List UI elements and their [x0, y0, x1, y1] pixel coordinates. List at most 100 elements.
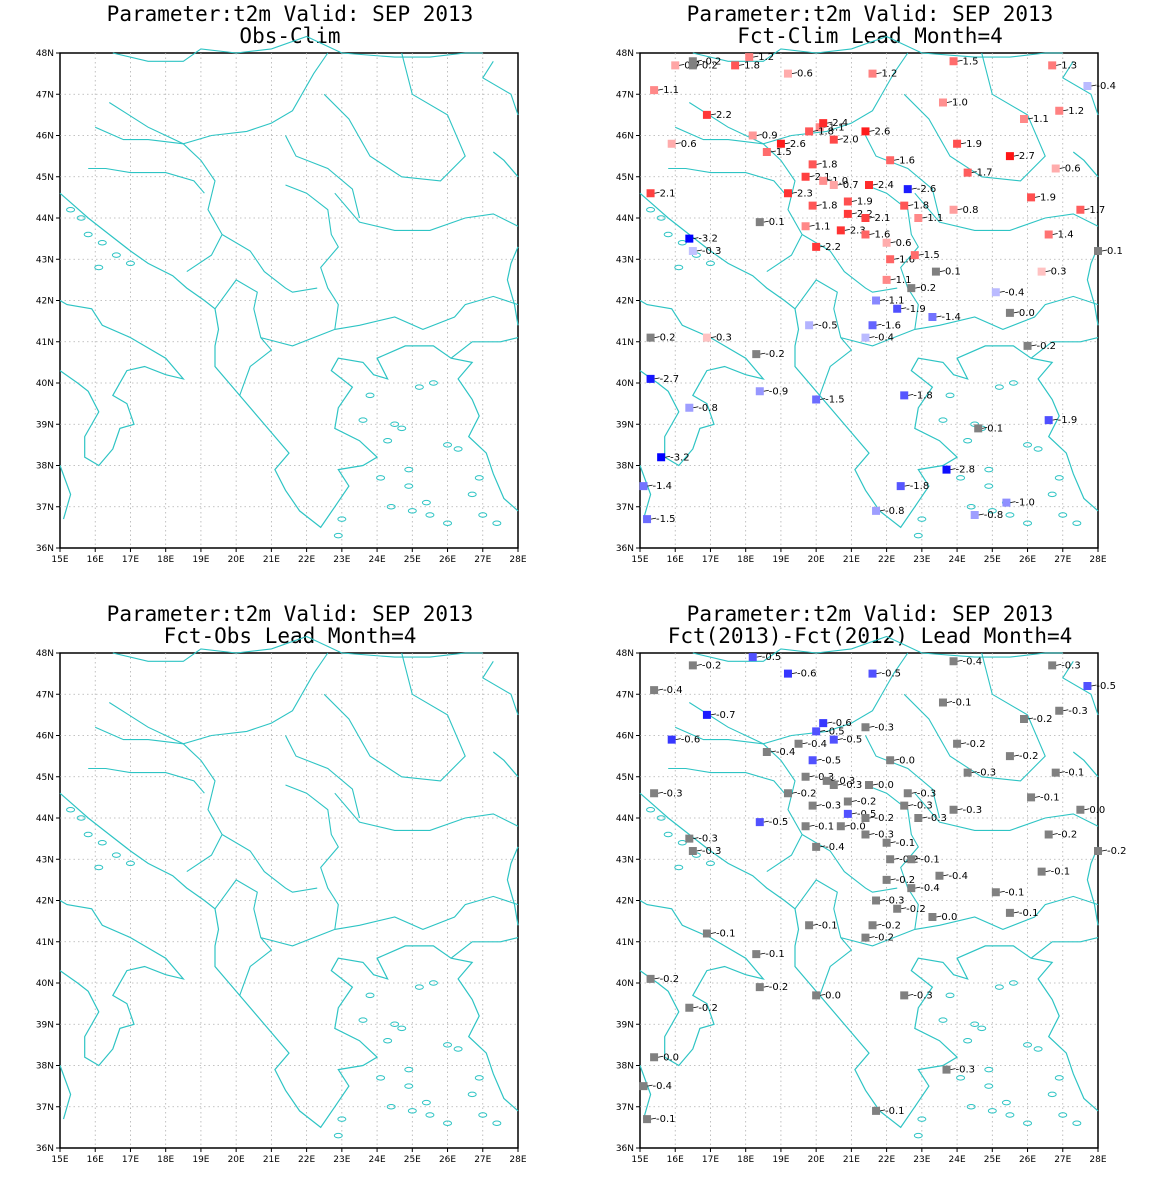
station-value-label: 1.8: [913, 201, 929, 212]
island: [365, 392, 375, 399]
island: [677, 240, 687, 246]
station-marker: [1005, 308, 1014, 317]
station-marker: [745, 53, 754, 62]
station-leader: [679, 63, 685, 66]
station-leader: [658, 791, 664, 794]
station-leader: [1059, 167, 1065, 169]
island: [1023, 1042, 1033, 1048]
y-tick-label: 43N: [616, 255, 634, 265]
station-marker: [868, 669, 877, 678]
station-value-label: -0.2: [1058, 830, 1078, 841]
station-marker: [650, 686, 659, 695]
station-leader: [890, 841, 896, 844]
station-marker: [949, 657, 958, 666]
y-tick-label: 41N: [36, 338, 54, 348]
station-value-label: -0.4: [653, 1081, 673, 1092]
station-leader: [650, 1117, 657, 1120]
coastline: [639, 465, 652, 520]
country-border: [689, 652, 909, 745]
station-marker: [1048, 61, 1057, 70]
station-leader: [1052, 833, 1058, 835]
x-tick-label: 21E: [263, 1155, 280, 1165]
station-marker: [903, 789, 912, 798]
island: [390, 421, 400, 427]
y-tick-label: 41N: [36, 938, 54, 948]
x-tick-label: 17E: [122, 555, 139, 565]
x-tick-label: 27E: [474, 1155, 491, 1165]
station-marker: [794, 739, 803, 748]
station-marker: [755, 983, 764, 992]
station-leader: [820, 993, 826, 996]
station-value-label: 1.0: [952, 98, 968, 109]
station-marker: [991, 888, 1000, 897]
x-tick-label: 18E: [157, 1155, 174, 1165]
station-value-label: 2.0: [843, 135, 859, 146]
station-marker: [1002, 498, 1011, 507]
country-border: [94, 126, 223, 273]
x-tick-label: 28E: [509, 555, 526, 565]
station-leader: [894, 257, 900, 260]
station-marker: [829, 181, 838, 189]
station-marker: [836, 822, 845, 831]
island: [125, 260, 135, 267]
island: [66, 207, 76, 213]
station-value-label: -2.7: [660, 374, 680, 385]
x-tick-label: 18E: [737, 555, 754, 565]
y-tick-label: 36N: [616, 1144, 634, 1154]
station-leader: [693, 837, 699, 840]
y-tick-label: 45N: [616, 773, 634, 783]
x-tick-label: 22E: [298, 1155, 315, 1165]
country-border: [1062, 661, 1099, 716]
island: [404, 1066, 414, 1073]
station-leader: [1013, 311, 1020, 314]
island: [1072, 1120, 1082, 1126]
station-value-label: -0.5: [762, 652, 782, 663]
station-leader: [809, 775, 815, 778]
station-value-label: -0.2: [698, 1003, 718, 1014]
station-marker: [783, 669, 792, 678]
station-value-label: 1.9: [1040, 192, 1056, 203]
station-marker: [991, 288, 1000, 297]
station-value-label: 0.6: [681, 139, 697, 150]
country-border: [109, 652, 329, 745]
country-border: [285, 135, 361, 219]
y-tick-label: 38N: [616, 462, 634, 472]
station-leader: [654, 191, 660, 194]
station-value-label: 0.0: [825, 990, 841, 1001]
island: [1008, 980, 1018, 986]
x-tick-label: 20E: [808, 1155, 825, 1165]
station-marker: [935, 871, 944, 880]
station-leader: [879, 299, 886, 301]
coastline: [1086, 246, 1099, 326]
panel-fct-diff: Parameter:t2m Valid: SEP 2013 Fct(2013)-…: [580, 600, 1160, 1200]
station-marker: [776, 139, 785, 148]
station-leader: [851, 212, 857, 215]
station-marker: [702, 110, 711, 119]
map-frame: [59, 652, 519, 1149]
station-leader: [1091, 84, 1097, 87]
station-marker: [1037, 267, 1046, 276]
station-leader: [890, 241, 896, 244]
island: [333, 532, 343, 539]
station-value-label: -0.5: [769, 817, 789, 828]
station-leader: [950, 1068, 956, 1071]
country-border: [840, 328, 915, 347]
island: [443, 442, 453, 448]
y-tick-label: 42N: [616, 297, 634, 307]
island: [987, 1108, 997, 1114]
island: [1058, 512, 1068, 518]
coastline: [450, 937, 519, 959]
y-tick-label: 42N: [616, 897, 634, 907]
island: [474, 475, 484, 481]
y-tick-label: 40N: [616, 979, 634, 989]
station-value-label: -0.5: [818, 320, 838, 331]
station-leader: [915, 886, 921, 889]
station-value-label: 1.2: [882, 69, 898, 80]
station-value-label: 2.3: [850, 225, 866, 236]
island: [1023, 1120, 1033, 1126]
island: [938, 417, 948, 423]
country-border: [794, 879, 853, 996]
x-tick-label: 22E: [878, 1155, 895, 1165]
station-marker: [886, 156, 895, 165]
island: [478, 512, 488, 518]
